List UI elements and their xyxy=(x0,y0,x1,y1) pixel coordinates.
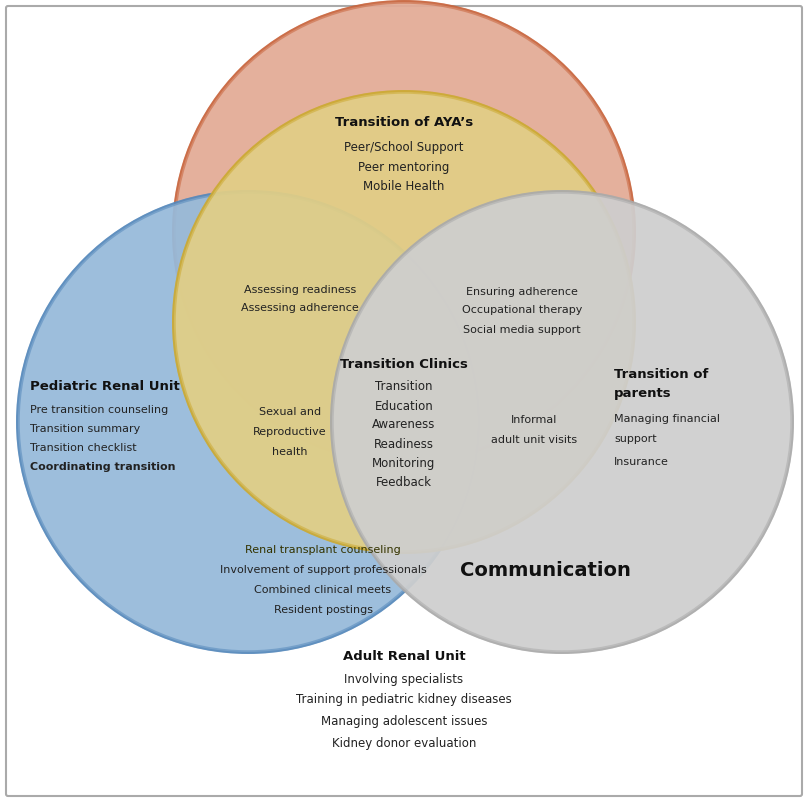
Text: Peer mentoring: Peer mentoring xyxy=(358,160,450,173)
Text: Peer/School Support: Peer/School Support xyxy=(344,140,464,153)
Text: Managing financial: Managing financial xyxy=(614,414,720,424)
Text: Involving specialists: Involving specialists xyxy=(344,674,464,687)
Circle shape xyxy=(16,190,480,654)
Text: Occupational therapy: Occupational therapy xyxy=(462,305,583,315)
Text: Readiness: Readiness xyxy=(374,438,434,451)
Text: Adult Renal Unit: Adult Renal Unit xyxy=(343,650,465,663)
Text: Pediatric Renal Unit: Pediatric Renal Unit xyxy=(30,380,179,394)
Text: health: health xyxy=(272,447,308,457)
Text: Managing adolescent issues: Managing adolescent issues xyxy=(321,715,487,728)
Text: Informal: Informal xyxy=(511,415,558,425)
Text: Reproductive: Reproductive xyxy=(253,427,326,437)
Text: Assessing readiness: Assessing readiness xyxy=(244,285,356,295)
Text: Feedback: Feedback xyxy=(376,476,432,488)
Text: Transition: Transition xyxy=(375,380,433,394)
Text: Transition Clinics: Transition Clinics xyxy=(340,358,468,371)
Text: Sexual and: Sexual and xyxy=(259,407,321,417)
Text: Involvement of support professionals: Involvement of support professionals xyxy=(220,565,427,575)
Text: Awareness: Awareness xyxy=(372,419,436,431)
Text: Coordinating transition: Coordinating transition xyxy=(30,462,175,472)
Text: Transition of: Transition of xyxy=(614,367,709,380)
Text: adult unit visits: adult unit visits xyxy=(491,435,577,445)
Text: Assessing adherence: Assessing adherence xyxy=(241,303,359,313)
Circle shape xyxy=(332,192,792,652)
Text: Education: Education xyxy=(375,399,433,412)
Text: parents: parents xyxy=(614,387,671,400)
Circle shape xyxy=(330,190,794,654)
Text: Training in pediatric kidney diseases: Training in pediatric kidney diseases xyxy=(296,694,512,707)
Text: Resident postings: Resident postings xyxy=(273,605,372,615)
Text: Monitoring: Monitoring xyxy=(372,456,436,469)
Circle shape xyxy=(172,90,636,554)
Text: Combined clinical meets: Combined clinical meets xyxy=(255,585,392,595)
Text: Communication: Communication xyxy=(460,561,630,580)
Text: Pre transition counseling: Pre transition counseling xyxy=(30,405,168,415)
Circle shape xyxy=(18,192,478,652)
Text: Renal transplant counseling: Renal transplant counseling xyxy=(245,545,401,555)
Text: Social media support: Social media support xyxy=(463,325,581,335)
Text: Transition checklist: Transition checklist xyxy=(30,443,137,453)
Text: Kidney donor evaluation: Kidney donor evaluation xyxy=(332,738,476,751)
Circle shape xyxy=(174,2,634,462)
Text: Ensuring adherence: Ensuring adherence xyxy=(466,287,578,297)
Text: Mobile Health: Mobile Health xyxy=(364,180,444,193)
Text: Transition of AYA’s: Transition of AYA’s xyxy=(335,115,473,128)
Circle shape xyxy=(174,92,634,552)
Text: Insurance: Insurance xyxy=(614,457,669,467)
Circle shape xyxy=(172,0,636,464)
Text: Transition summary: Transition summary xyxy=(30,424,141,434)
Text: support: support xyxy=(614,434,657,444)
FancyBboxPatch shape xyxy=(6,6,802,796)
